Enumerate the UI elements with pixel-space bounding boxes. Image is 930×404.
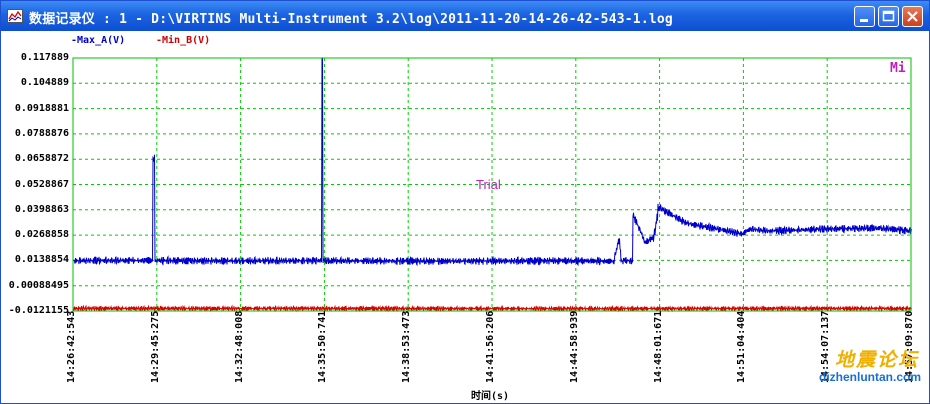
watermark-text: 地震论坛 <box>834 349 919 371</box>
x-tick-label: 14:35:50:741 <box>317 310 329 383</box>
series-min-b-line <box>72 304 912 313</box>
close-icon <box>907 11 918 22</box>
legend-series-a: -Max_A(V) <box>71 35 126 46</box>
y-tick-label: 0.117889 <box>20 52 69 63</box>
x-axis-label: 时间(s) <box>471 391 510 402</box>
x-tick-label: 14:51:04:404 <box>736 310 748 383</box>
plot-frame <box>72 57 912 312</box>
y-tick-label: 0.0918881 <box>14 102 69 114</box>
x-tick-label: 14:44:58:939 <box>568 310 580 383</box>
maximize-icon <box>882 10 895 22</box>
x-tick-label: 14:38:53:473 <box>401 310 413 383</box>
series-max-a-line <box>72 57 912 267</box>
minimize-button[interactable] <box>854 6 875 27</box>
watermark-url: dizhenluntan.com <box>819 370 921 384</box>
legend-series-b: -Min_B(V) <box>156 35 211 46</box>
y-tick-label: 0.00088495 <box>8 279 69 291</box>
x-tick-label: 14:29:45:275 <box>149 310 161 383</box>
y-tick-label: 0.0398863 <box>14 203 69 215</box>
title-bar[interactable]: 数据记录仪 : 1 - D:\VIRTINS Multi-Instrument … <box>1 1 929 31</box>
y-tick-label: 0.0268858 <box>14 229 69 241</box>
x-tick-label: 14:48:01:671 <box>652 310 664 383</box>
data-logger-app-icon <box>7 9 23 23</box>
x-tick-label: 14:41:56:206 <box>485 310 496 383</box>
window-title: 数据记录仪 : 1 - D:\VIRTINS Multi-Instrument … <box>29 12 673 27</box>
y-tick-label: 0.0658872 <box>14 153 69 165</box>
close-button[interactable] <box>902 6 923 27</box>
y-tick-label: 0.104889 <box>20 77 69 89</box>
y-tick-label: 0.0528867 <box>14 178 69 190</box>
y-tick-label: 0.0138854 <box>14 254 69 266</box>
y-tick-label: 0.0788876 <box>14 127 69 139</box>
mi-label: Mi <box>890 61 906 76</box>
minimize-icon <box>860 19 868 22</box>
y-tick-label: -0.0121155 <box>8 305 69 316</box>
series-layer <box>72 57 912 313</box>
trial-label: Trial <box>476 177 501 192</box>
x-tick-label: 14:32:48:008 <box>233 310 245 383</box>
x-tick-label: 14:26:42:543 <box>66 310 77 383</box>
maximize-button[interactable] <box>878 6 899 27</box>
